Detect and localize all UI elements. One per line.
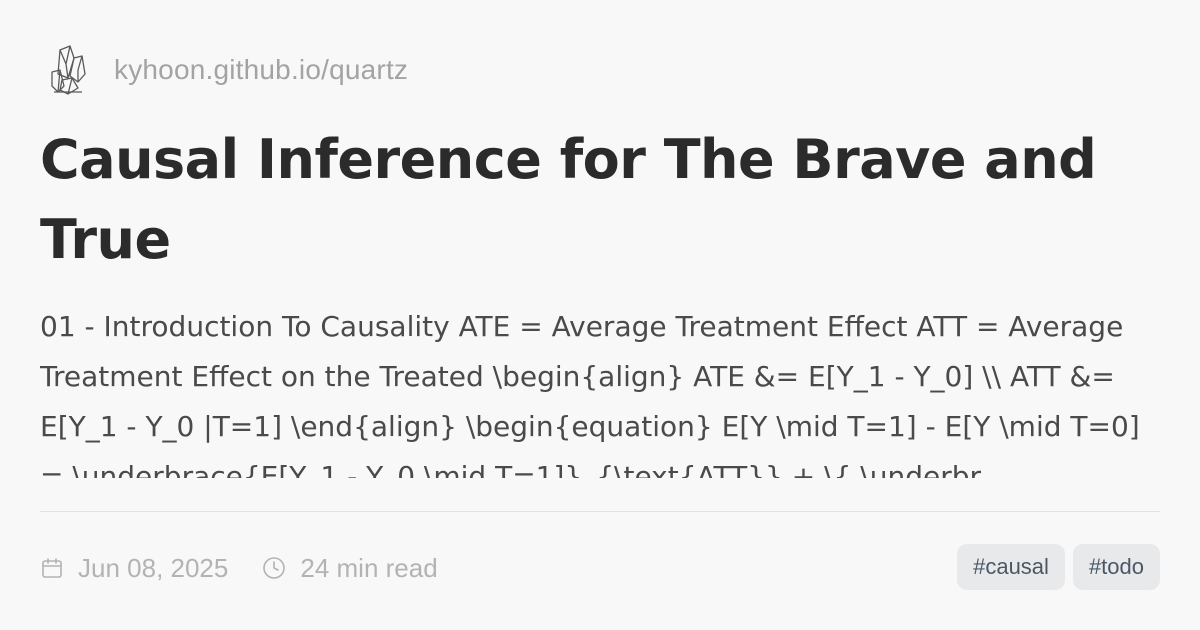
site-name[interactable]: kyhoon.github.io/quartz — [114, 54, 409, 85]
clock-icon — [262, 555, 288, 581]
divider — [40, 511, 1160, 512]
page-title: Causal Inference for The Brave and True — [40, 128, 1097, 271]
crystal-cluster-icon[interactable] — [44, 40, 92, 100]
article-meta: Jun 08, 2025 24 min read — [40, 546, 438, 590]
tag-list: #causal #todo — [949, 544, 1160, 590]
reading-time: 24 min read — [300, 552, 438, 583]
site-header: kyhoon.github.io/quartz — [44, 40, 408, 100]
date-meta: Jun 08, 2025 — [40, 553, 228, 584]
reading-time-meta: 24 min read — [262, 552, 438, 584]
tag-causal[interactable]: #causal — [957, 544, 1065, 590]
calendar-icon — [40, 555, 66, 581]
tag-todo[interactable]: #todo — [1072, 544, 1160, 590]
publish-date: Jun 08, 2025 — [78, 552, 229, 583]
article-description: 01 - Introduction To Causality ATE = Ave… — [40, 310, 1140, 478]
